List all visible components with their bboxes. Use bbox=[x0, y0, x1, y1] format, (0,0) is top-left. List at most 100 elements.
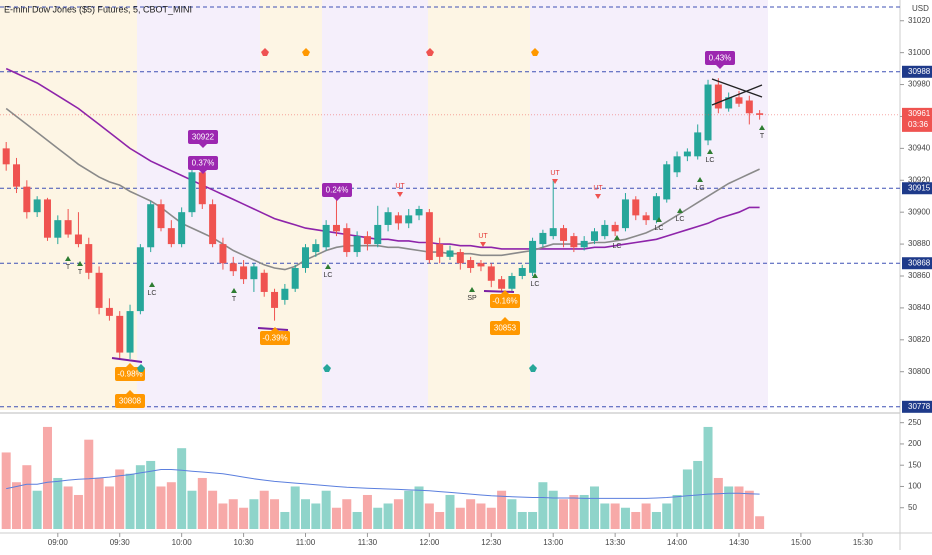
signal-arrow bbox=[65, 256, 71, 261]
tag-pointer bbox=[333, 197, 341, 201]
volume-bar bbox=[641, 503, 651, 529]
candle-body bbox=[487, 266, 495, 281]
volume-bar bbox=[42, 426, 52, 529]
volume-bar bbox=[651, 511, 661, 529]
tag-pointer bbox=[199, 170, 207, 174]
volume-bar bbox=[22, 465, 32, 529]
signal-label: LC bbox=[531, 281, 540, 288]
signal-arrow bbox=[707, 149, 713, 154]
volume-bar bbox=[208, 490, 218, 529]
candle-body bbox=[642, 215, 650, 221]
signal-arrow bbox=[149, 282, 155, 287]
candle-body bbox=[415, 208, 423, 216]
session-marker bbox=[302, 48, 310, 56]
signal-label: LC bbox=[706, 157, 715, 164]
volume-bar bbox=[32, 490, 42, 529]
volume-bar bbox=[538, 482, 548, 529]
tag-label: 30853 bbox=[494, 324, 517, 333]
volume-bar bbox=[559, 499, 569, 529]
volume-bar bbox=[135, 465, 145, 529]
candle-body bbox=[683, 151, 691, 157]
volume-bar bbox=[321, 490, 331, 529]
chart-title: E-mini Dow Jones ($5) Futures, 5, CBOT_M… bbox=[4, 4, 192, 14]
price-level-label: 30868 bbox=[908, 258, 931, 267]
tag-label: -0.98% bbox=[117, 370, 142, 379]
volume-bar bbox=[228, 499, 238, 529]
trend-line bbox=[711, 78, 763, 98]
volume-tick-label: 200 bbox=[908, 439, 922, 448]
tag-label: 30808 bbox=[119, 397, 142, 406]
candle-body bbox=[539, 232, 547, 245]
signal-label: SP bbox=[467, 295, 477, 302]
volume-bar bbox=[280, 511, 290, 529]
volume-bar bbox=[548, 490, 558, 529]
volume-bar bbox=[115, 469, 125, 529]
session-band bbox=[530, 0, 768, 410]
candle-body bbox=[652, 196, 660, 221]
volume-bar bbox=[63, 486, 73, 529]
candle-body bbox=[250, 266, 258, 280]
ma-line bbox=[5, 107, 760, 271]
candle-body bbox=[219, 244, 227, 264]
candle-body bbox=[446, 250, 454, 257]
signal-arrow bbox=[325, 264, 331, 269]
volume-bar bbox=[146, 460, 156, 529]
tag-box bbox=[322, 183, 352, 197]
signal-label: UT bbox=[478, 233, 488, 240]
signal-arrow bbox=[397, 192, 403, 197]
volume-bar bbox=[12, 482, 22, 529]
volume-bar bbox=[435, 511, 445, 529]
candle-body bbox=[756, 113, 764, 115]
session-band bbox=[428, 0, 530, 410]
candle-body bbox=[518, 268, 526, 276]
x-tick-label: 12:00 bbox=[419, 538, 440, 547]
y-tick-label: 30820 bbox=[908, 335, 931, 344]
volume-bar bbox=[1, 452, 11, 529]
candle-body bbox=[332, 224, 340, 232]
candle-body bbox=[33, 199, 41, 213]
volume-bar bbox=[362, 494, 372, 529]
volume-bar bbox=[73, 494, 83, 529]
candle-body bbox=[632, 199, 640, 216]
session-marker bbox=[261, 48, 269, 56]
candle-body bbox=[384, 212, 392, 225]
volume-bar bbox=[249, 499, 259, 529]
x-tick-label: 09:00 bbox=[48, 538, 69, 547]
tag-box bbox=[188, 130, 218, 144]
volume-bar bbox=[455, 507, 465, 529]
countdown-label: 03:36 bbox=[908, 120, 929, 129]
volume-bar bbox=[404, 490, 414, 529]
volume-bar bbox=[156, 486, 166, 529]
candle-body bbox=[95, 272, 103, 308]
candle-body bbox=[198, 172, 206, 205]
session-marker bbox=[426, 48, 434, 56]
candle-body bbox=[188, 172, 196, 213]
y-tick-label: 30980 bbox=[908, 80, 931, 89]
candle-body bbox=[312, 244, 320, 253]
low-line bbox=[111, 357, 143, 363]
volume-bar bbox=[507, 499, 517, 529]
candle-body bbox=[291, 268, 299, 289]
x-tick-label: 15:00 bbox=[791, 538, 812, 547]
volume-tick-label: 250 bbox=[908, 418, 922, 427]
volume-bar bbox=[373, 507, 383, 529]
candle-body bbox=[322, 224, 330, 248]
volume-bar bbox=[342, 499, 352, 529]
candle-body bbox=[43, 199, 51, 238]
signal-label: LC bbox=[148, 290, 157, 297]
tag-label: -0.16% bbox=[492, 297, 517, 306]
volume-bar bbox=[579, 494, 589, 529]
tag-box bbox=[490, 321, 520, 335]
x-tick-label: 09:30 bbox=[110, 538, 131, 547]
signal-label: UT bbox=[593, 185, 603, 192]
volume-bar bbox=[682, 469, 692, 529]
tag-box bbox=[705, 51, 735, 65]
x-tick-label: 15:30 bbox=[853, 538, 874, 547]
candle-body bbox=[601, 224, 609, 237]
volume-bar bbox=[259, 490, 269, 529]
candle-body bbox=[498, 279, 506, 289]
last-price-label: 30961 bbox=[908, 109, 931, 118]
candle-body bbox=[704, 84, 712, 141]
signal-arrow bbox=[595, 194, 601, 199]
candle-body bbox=[116, 315, 124, 353]
